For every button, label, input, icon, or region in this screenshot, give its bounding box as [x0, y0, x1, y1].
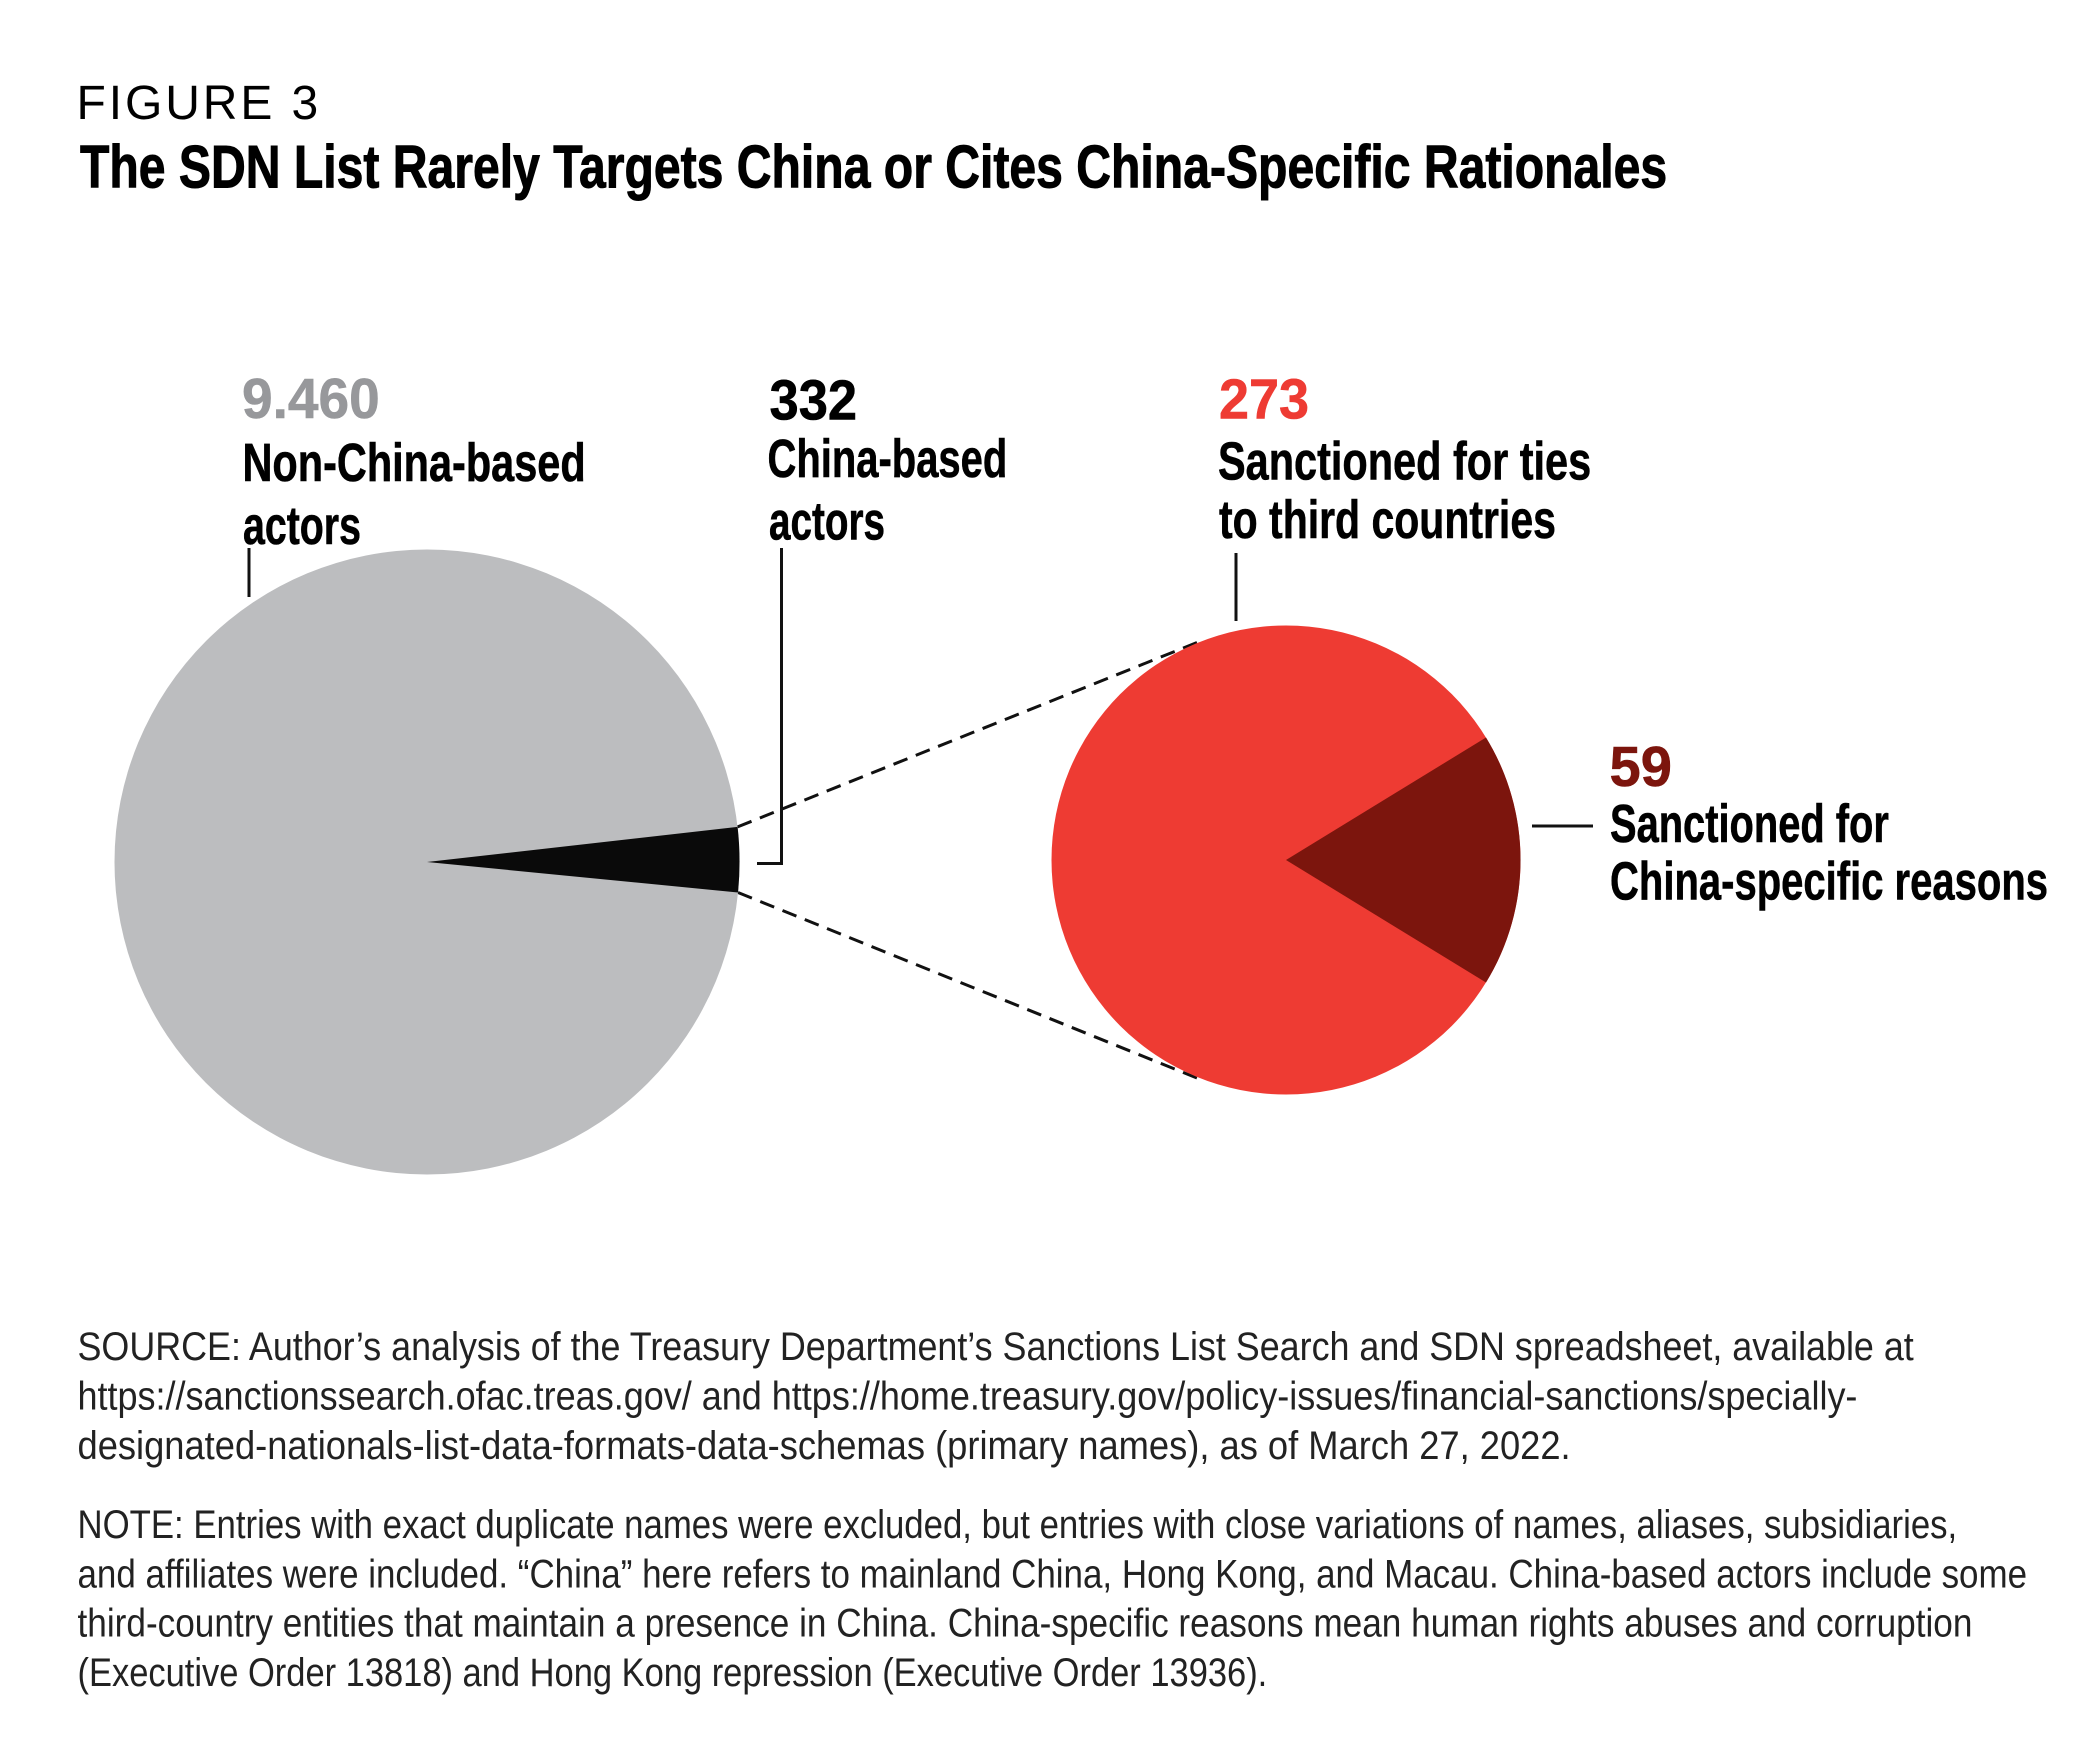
svg-text:designated-nationals-list-data: designated-nationals-list-data-formats-d… — [78, 1423, 1571, 1468]
svg-text:and affiliates were included.: and affiliates were included. “China” he… — [78, 1551, 2028, 1596]
svg-text:SOURCE: Author’s analysis of t: SOURCE: Author’s analysis of the Treasur… — [78, 1325, 1915, 1369]
svg-text:(Executive Order 13818) and Ho: (Executive Order 13818) and Hong Kong re… — [78, 1650, 1268, 1695]
svg-text:China-specific reasons: China-specific reasons — [1610, 852, 2048, 912]
svg-text:actors: actors — [769, 490, 885, 551]
svg-text:NOTE: Entries with exact dupli: NOTE: Entries with exact duplicate names… — [78, 1502, 1958, 1547]
svg-text:Sanctioned for ties: Sanctioned for ties — [1218, 431, 1591, 492]
svg-text:332: 332 — [770, 367, 858, 431]
svg-text:Sanctioned for: Sanctioned for — [1610, 794, 1889, 854]
svg-text:The SDN List Rarely Targets Ch: The SDN List Rarely Targets China or Cit… — [80, 133, 1667, 200]
svg-text:9.460: 9.460 — [242, 366, 380, 430]
svg-text:actors: actors — [243, 496, 361, 557]
svg-text:China-based: China-based — [768, 429, 1008, 489]
svg-text:59: 59 — [1610, 735, 1672, 798]
svg-text:273: 273 — [1219, 367, 1309, 431]
svg-text:https://sanctionssearch.ofac.t: https://sanctionssearch.ofac.treas.gov/ … — [78, 1375, 1858, 1419]
svg-text:to third countries: to third countries — [1219, 491, 1556, 551]
svg-text:FIGURE 3: FIGURE 3 — [77, 77, 322, 130]
svg-text:Non-China-based: Non-China-based — [243, 433, 586, 494]
svg-text:third-country entities that ma: third-country entities that maintain a p… — [78, 1601, 1973, 1646]
